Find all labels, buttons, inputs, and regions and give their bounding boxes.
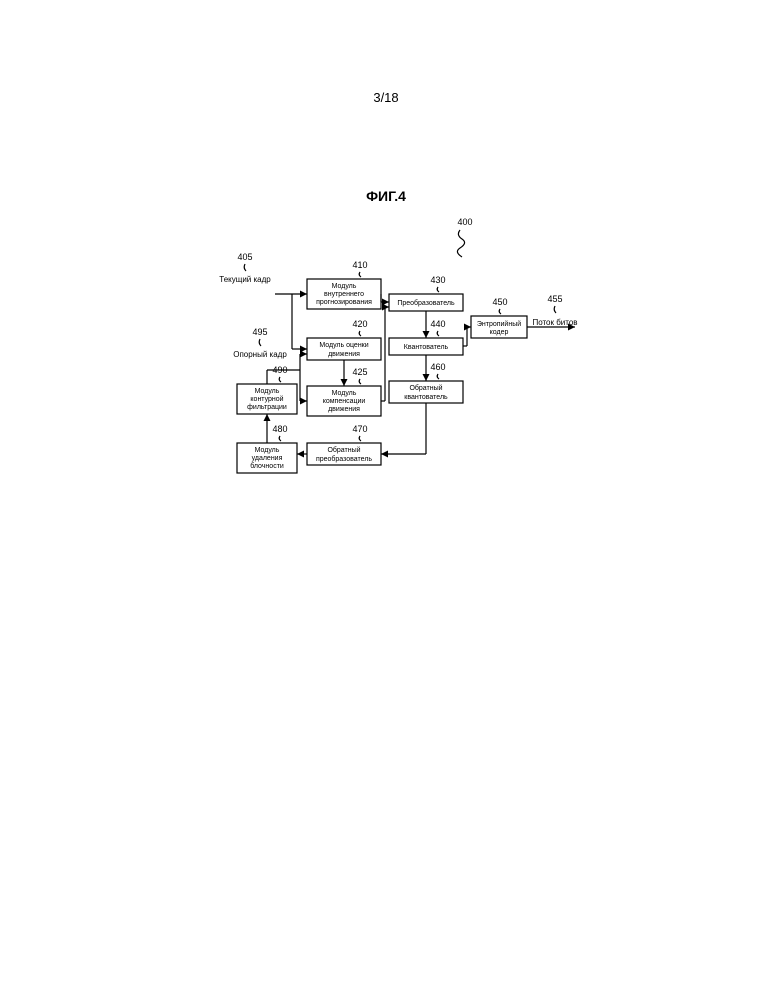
lbl-lf-3: фильтрации xyxy=(247,404,287,411)
ref-450: 450 xyxy=(492,297,507,307)
lbl-intra-2: внутреннего xyxy=(324,291,364,298)
lbl-db-1: Модуль xyxy=(255,447,280,454)
tick-icon xyxy=(499,309,501,314)
ref-470: 470 xyxy=(352,424,367,434)
tick-icon xyxy=(259,339,261,346)
ref-400: 400 xyxy=(457,217,472,227)
label-current-frame: Текущий кадр xyxy=(219,275,271,284)
tick-icon xyxy=(359,436,361,441)
ref-425: 425 xyxy=(352,367,367,377)
lbl-it-2: преобразователь xyxy=(316,455,372,463)
tick-icon xyxy=(244,264,246,271)
lbl-mc-1: Модуль xyxy=(332,390,357,397)
tick-icon xyxy=(554,306,556,313)
tick-icon xyxy=(359,272,361,277)
lbl-me-2: движения xyxy=(328,351,360,358)
lbl-transformer: Преобразователь xyxy=(397,299,455,307)
lbl-intra-1: Модуль xyxy=(332,283,357,290)
lbl-db-2: удаления xyxy=(252,455,283,462)
ref-495: 495 xyxy=(252,327,267,337)
lbl-entropy-1: Энтропийный xyxy=(477,320,521,328)
label-ref-frame: Опорный кадр xyxy=(233,350,287,359)
ref-420: 420 xyxy=(352,319,367,329)
lbl-me-1: Модуль оценки xyxy=(319,342,368,349)
tick-icon xyxy=(279,436,281,441)
lbl-lf-2: контурной xyxy=(250,395,283,403)
label-bitstream: Поток битов xyxy=(532,318,577,327)
ref-405: 405 xyxy=(237,252,252,262)
tick-icon xyxy=(279,377,281,382)
squiggle-icon xyxy=(457,230,464,257)
tick-icon xyxy=(437,331,439,336)
diagram-svg: 400 405 Текущий кадр 495 Опорный кадр 41… xyxy=(0,0,772,999)
tick-icon xyxy=(359,379,361,384)
lbl-iq-2: квантователь xyxy=(404,394,448,401)
lbl-quantizer: Квантователь xyxy=(404,344,449,351)
tick-icon xyxy=(437,374,439,379)
lbl-lf-1: Модуль xyxy=(255,388,280,395)
tick-icon xyxy=(437,287,439,292)
ref-480: 480 xyxy=(272,424,287,434)
tick-icon xyxy=(359,331,361,336)
lbl-entropy-2: кодер xyxy=(490,329,509,336)
lbl-it-1: Обратный xyxy=(327,446,360,454)
ref-430: 430 xyxy=(430,275,445,285)
ref-410: 410 xyxy=(352,260,367,270)
ref-440: 440 xyxy=(430,319,445,329)
lbl-mc-3: движения xyxy=(328,406,360,413)
ref-455: 455 xyxy=(547,294,562,304)
lbl-mc-2: компенсации xyxy=(323,398,366,405)
lbl-db-3: блочности xyxy=(250,462,284,470)
lbl-intra-3: прогнозирования xyxy=(316,299,372,306)
ref-460: 460 xyxy=(430,362,445,372)
lbl-iq-1: Обратный xyxy=(409,384,442,392)
